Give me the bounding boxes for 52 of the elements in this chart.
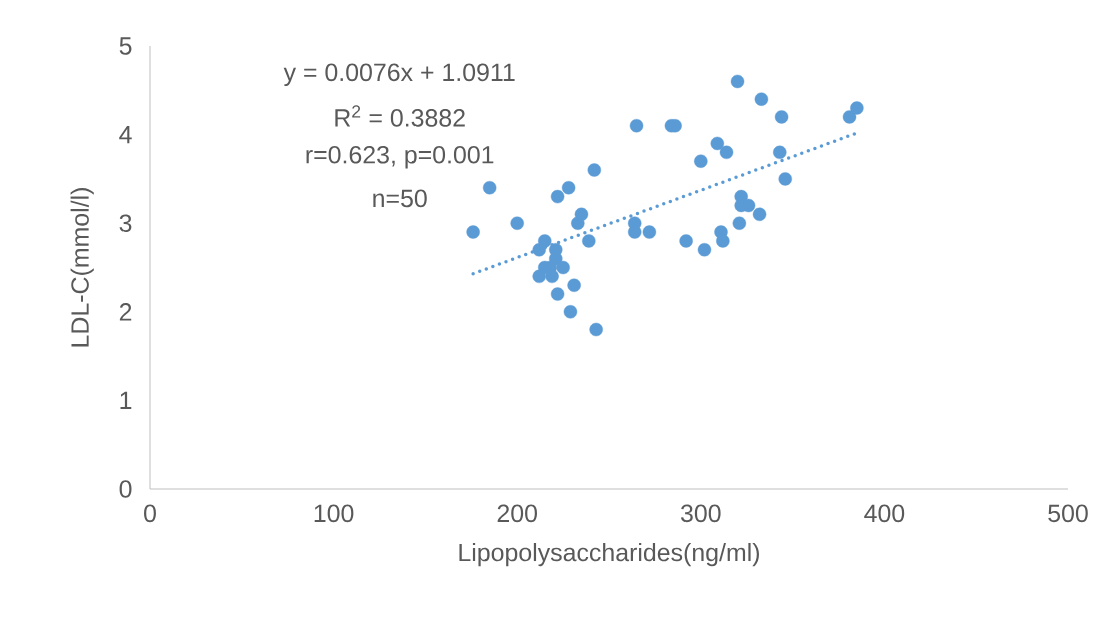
point bbox=[510, 216, 524, 230]
y-axis-title: LDL-C(mmol/l) bbox=[70, 188, 94, 347]
point bbox=[556, 260, 570, 275]
point bbox=[774, 110, 789, 124]
point bbox=[732, 216, 747, 230]
y-tick-label: 0 bbox=[119, 480, 132, 498]
x-tick-label: 200 bbox=[497, 504, 537, 523]
point bbox=[567, 278, 581, 292]
point bbox=[582, 234, 596, 248]
point bbox=[589, 322, 603, 337]
point bbox=[532, 269, 546, 284]
point bbox=[697, 243, 712, 257]
point bbox=[850, 101, 864, 115]
y-tick-label: 5 bbox=[119, 37, 132, 55]
point bbox=[629, 119, 644, 133]
point bbox=[710, 136, 725, 151]
point bbox=[482, 181, 497, 195]
annotation: n=50 bbox=[373, 189, 427, 208]
point bbox=[642, 225, 657, 239]
annotation: y = 0.0076x + 1.0911 bbox=[283, 63, 515, 87]
point bbox=[773, 145, 787, 160]
point bbox=[550, 287, 565, 301]
point bbox=[716, 234, 730, 248]
point bbox=[719, 145, 734, 160]
point bbox=[752, 207, 767, 222]
point bbox=[679, 234, 693, 248]
x-tick-label: 500 bbox=[1048, 504, 1088, 523]
point bbox=[587, 163, 602, 177]
point bbox=[754, 92, 769, 106]
point bbox=[694, 154, 708, 168]
point bbox=[563, 305, 578, 319]
x-tick-label: 0 bbox=[144, 504, 156, 523]
x-tick-label: 400 bbox=[864, 504, 905, 523]
point bbox=[550, 189, 565, 204]
y-tick-label: 1 bbox=[120, 391, 132, 409]
y-tick-label: 4 bbox=[119, 126, 132, 144]
point bbox=[545, 269, 559, 284]
point bbox=[466, 225, 480, 239]
point bbox=[574, 207, 589, 222]
y-tick-label: 2 bbox=[119, 303, 132, 321]
x-axis-title: Lipopolysaccharides(ng/ml) bbox=[459, 543, 759, 567]
x-tick-label: 100 bbox=[314, 504, 354, 523]
point bbox=[561, 181, 576, 195]
annotation: R$^{2}$ = 0.3882 bbox=[335, 105, 465, 127]
point bbox=[842, 110, 857, 124]
annotation: r=0.623, p=0.001 bbox=[306, 145, 494, 169]
point bbox=[628, 225, 642, 239]
point bbox=[778, 172, 792, 186]
point bbox=[538, 234, 552, 248]
x-tick-label: 300 bbox=[680, 504, 721, 523]
y-tick-label: 3 bbox=[119, 214, 132, 233]
point bbox=[730, 74, 745, 89]
